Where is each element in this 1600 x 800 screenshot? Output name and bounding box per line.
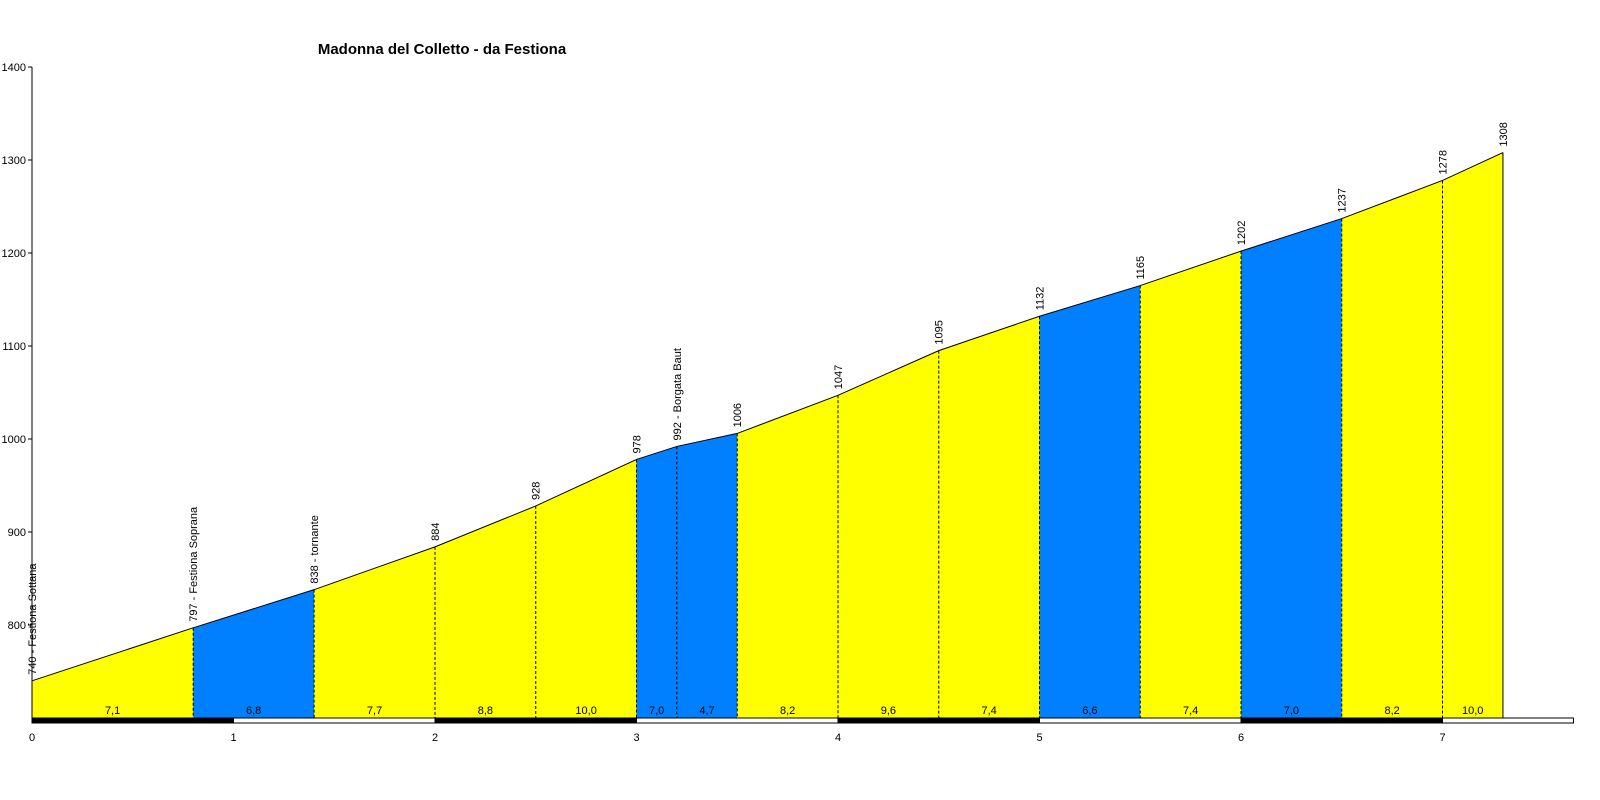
gradient-segment <box>1039 285 1141 718</box>
grade-label: 7,4 <box>981 705 996 717</box>
x-tick-label: 7 <box>1439 732 1445 744</box>
elevation-label: 797 - Festiona Soprana <box>188 506 200 622</box>
elevation-label: 978 <box>632 435 644 453</box>
grade-label: 7,0 <box>1284 705 1299 717</box>
distance-bar <box>1039 717 1242 724</box>
grade-label: 7,0 <box>649 705 664 717</box>
distance-bar <box>1442 717 1574 724</box>
elevation-label: 1095 <box>934 320 946 344</box>
elevation-label: 884 <box>430 523 442 541</box>
grade-label: 7,1 <box>105 705 120 717</box>
y-tick-label: 1300 <box>2 155 26 167</box>
y-tick-label: 800 <box>8 620 26 632</box>
elevation-label: 838 - tornante <box>309 515 321 584</box>
elevation-label: 1047 <box>833 365 845 389</box>
gradient-segment <box>676 433 738 718</box>
distance-bar <box>837 717 1040 724</box>
y-tick-label: 1400 <box>2 62 26 74</box>
grade-labels: 7,1 6,8 7,7 8,8 10,0 7,0 4,7 8,2 9,6 7,4 6,6 7,4 7,0… <box>105 705 1483 717</box>
y-tick-label: 1200 <box>2 248 26 260</box>
distance-bar <box>31 717 234 724</box>
grade-label: 8,2 <box>780 705 795 717</box>
distance-bar <box>636 717 839 724</box>
grade-label: 8,8 <box>478 705 493 717</box>
y-axis: 800 900 1000 1100 1200 1300 1400 <box>2 62 33 718</box>
elevation-label: 1202 <box>1236 221 1248 245</box>
x-tick-label: 0 <box>29 732 35 744</box>
grade-label: 7,7 <box>367 705 382 717</box>
gradient-segment <box>1442 152 1503 718</box>
y-tick-label: 1000 <box>2 434 26 446</box>
x-tick-label: 2 <box>432 732 438 744</box>
grade-label: 10,0 <box>575 705 596 717</box>
gradient-segment <box>314 546 435 718</box>
gradient-segment <box>32 627 194 718</box>
gradient-segment <box>535 459 637 718</box>
elevation-label: 1165 <box>1135 256 1147 280</box>
x-tick-label: 5 <box>1036 732 1042 744</box>
x-tick-label: 3 <box>633 732 639 744</box>
grade-label: 6,8 <box>246 705 261 717</box>
grade-label: 8,2 <box>1384 705 1399 717</box>
elevation-label: 740 - Festiona Sottana <box>27 563 39 675</box>
gradient-segment <box>1341 180 1443 718</box>
grade-label: 10,0 <box>1462 705 1483 717</box>
segment-dividers <box>192 180 1443 718</box>
elevation-label: 928 <box>531 482 543 500</box>
grade-label: 4,7 <box>699 705 714 717</box>
distance-bar <box>434 717 637 724</box>
elevation-point-labels: 740 - Festiona Sottana 797 - Festiona Sop… <box>27 122 1510 675</box>
gradient-segment <box>636 446 677 718</box>
profile-outline <box>31 152 1504 718</box>
x-axis: 0 1 2 3 4 5 6 7 <box>29 717 1574 744</box>
x-tick-label: 6 <box>1238 732 1244 744</box>
gradient-segment <box>1140 251 1241 718</box>
distance-bar <box>1240 717 1443 724</box>
elevation-label: 992 - Borgata Baut <box>672 348 684 440</box>
elevation-label: 1278 <box>1438 150 1450 174</box>
profile-line <box>31 152 1504 682</box>
gradient-segment <box>737 395 838 718</box>
grade-label: 9,6 <box>881 705 896 717</box>
x-tick-label: 1 <box>230 732 236 744</box>
grade-label: 7,4 <box>1183 705 1198 717</box>
elevation-label: 1132 <box>1035 287 1047 311</box>
gradient-segment <box>838 350 939 718</box>
gradient-segment <box>1241 218 1342 718</box>
elevation-label: 1237 <box>1337 188 1349 212</box>
gradient-segment <box>435 505 536 718</box>
elevation-label: 1308 <box>1498 122 1510 146</box>
x-tick-label: 4 <box>835 732 841 744</box>
gradient-segment <box>193 589 315 718</box>
gradient-segments <box>32 152 1503 718</box>
chart-title: Madonna del Colletto - da Festiona <box>318 41 567 58</box>
distance-bar <box>233 717 436 724</box>
elevation-label: 1006 <box>732 403 744 427</box>
gradient-segment <box>938 316 1040 718</box>
y-tick-label: 1100 <box>2 341 26 353</box>
grade-label: 6,6 <box>1082 705 1097 717</box>
y-tick-label: 900 <box>8 527 26 539</box>
